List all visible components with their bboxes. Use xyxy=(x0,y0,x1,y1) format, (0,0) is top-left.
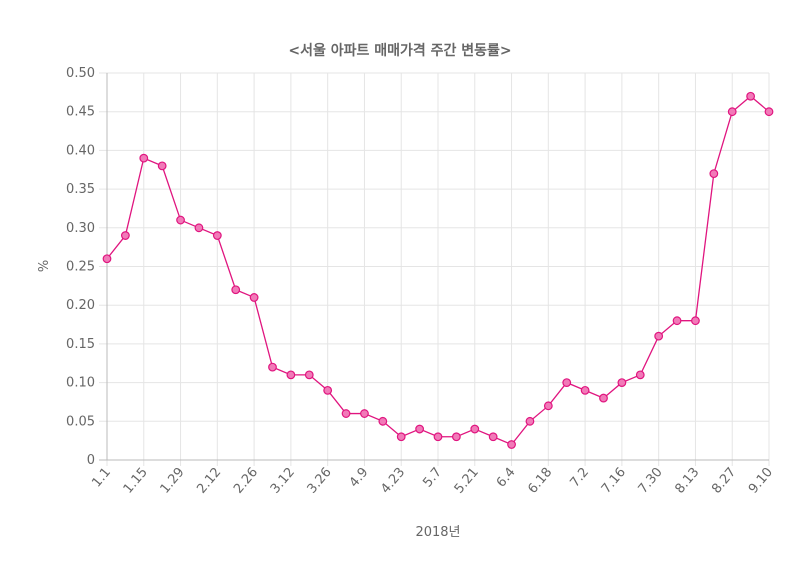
data-point[interactable] xyxy=(654,331,664,341)
x-tick-label: 6.18 xyxy=(525,465,555,497)
data-point[interactable] xyxy=(120,231,130,240)
data-point[interactable] xyxy=(341,409,351,418)
x-tick-label: 8.13 xyxy=(672,465,702,497)
x-tick-label: 4.9 xyxy=(347,465,372,490)
y-tick-label: 0.05 xyxy=(66,414,95,429)
data-point[interactable] xyxy=(488,432,498,442)
data-point[interactable] xyxy=(562,378,572,388)
y-tick-label: 0.50 xyxy=(66,66,95,81)
data-point[interactable] xyxy=(194,223,204,233)
data-point[interactable] xyxy=(580,385,590,395)
data-point[interactable] xyxy=(525,416,535,426)
data-point[interactable] xyxy=(470,424,480,434)
data-point[interactable] xyxy=(378,416,388,426)
x-axis-title: 2018년 xyxy=(415,525,460,540)
data-point[interactable] xyxy=(249,293,259,302)
x-tick-label: 7.30 xyxy=(636,465,666,497)
series xyxy=(102,91,774,449)
x-tick-label: 1.15 xyxy=(121,465,151,497)
x-tick-label: 9.10 xyxy=(746,465,776,497)
x-tick-label: 1.29 xyxy=(158,465,188,497)
axes xyxy=(99,73,769,461)
x-tick-label: 5.21 xyxy=(452,465,482,497)
data-point[interactable] xyxy=(157,161,167,171)
y-axis-ticks: 0 0.05 0.10 0.15 0.20 0.25 0.30 0.35 0.40 0.45 0.5… xyxy=(66,66,95,468)
data-point[interactable] xyxy=(672,316,682,326)
data-point[interactable] xyxy=(764,107,774,117)
data-point[interactable] xyxy=(396,432,406,442)
data-point[interactable] xyxy=(102,254,112,264)
y-tick-label: 0.30 xyxy=(66,221,95,236)
x-tick-label: 5.7 xyxy=(420,465,445,490)
data-point[interactable] xyxy=(599,393,608,403)
data-point[interactable] xyxy=(727,107,737,117)
y-tick-label: 0 xyxy=(87,453,95,468)
chart-title: <서울 아파트 매매가격 주간 변동률> xyxy=(288,42,511,59)
data-point[interactable] xyxy=(286,370,296,380)
x-tick-label: 1.1 xyxy=(89,465,114,490)
x-tick-label: 3.12 xyxy=(268,465,298,497)
data-point[interactable] xyxy=(543,401,553,411)
y-tick-label: 0.10 xyxy=(66,376,95,391)
y-tick-label: 0.20 xyxy=(66,298,95,313)
x-tick-label: 3.26 xyxy=(305,465,335,497)
data-point[interactable] xyxy=(507,440,516,449)
grid xyxy=(99,72,770,466)
data-point[interactable] xyxy=(691,316,700,326)
y-tick-label: 0.15 xyxy=(66,337,95,352)
x-tick-label: 7.2 xyxy=(567,465,592,490)
data-point[interactable] xyxy=(709,169,719,179)
data-point[interactable] xyxy=(415,424,425,434)
data-point[interactable] xyxy=(304,370,314,380)
data-point[interactable] xyxy=(268,362,277,372)
data-point[interactable] xyxy=(323,385,333,395)
y-tick-label: 0.40 xyxy=(66,143,95,158)
y-tick-label: 0.45 xyxy=(66,105,95,120)
data-point[interactable] xyxy=(451,432,461,442)
data-point[interactable] xyxy=(176,215,185,225)
x-axis-ticks: 1.1 1.15 1.29 2.12 2.26 3.12 3.26 4.9 4.23 5.7 5.2… xyxy=(89,465,776,497)
data-point[interactable] xyxy=(746,91,756,101)
data-point[interactable] xyxy=(433,432,443,442)
y-axis-title: % xyxy=(37,260,52,272)
y-tick-label: 0.25 xyxy=(66,260,95,275)
data-point[interactable] xyxy=(635,370,645,380)
data-point[interactable] xyxy=(212,231,222,240)
x-tick-label: 2.26 xyxy=(231,465,261,497)
y-tick-label: 0.35 xyxy=(66,182,95,197)
x-tick-label: 7.16 xyxy=(599,465,629,497)
x-tick-label: 6.4 xyxy=(494,465,519,490)
x-tick-label: 4.23 xyxy=(378,465,408,497)
data-point[interactable] xyxy=(360,409,369,418)
data-point[interactable] xyxy=(139,153,149,163)
x-tick-label: 8.27 xyxy=(709,465,739,497)
data-point[interactable] xyxy=(617,378,627,388)
data-point[interactable] xyxy=(231,285,241,295)
x-tick-label: 2.12 xyxy=(194,465,224,497)
